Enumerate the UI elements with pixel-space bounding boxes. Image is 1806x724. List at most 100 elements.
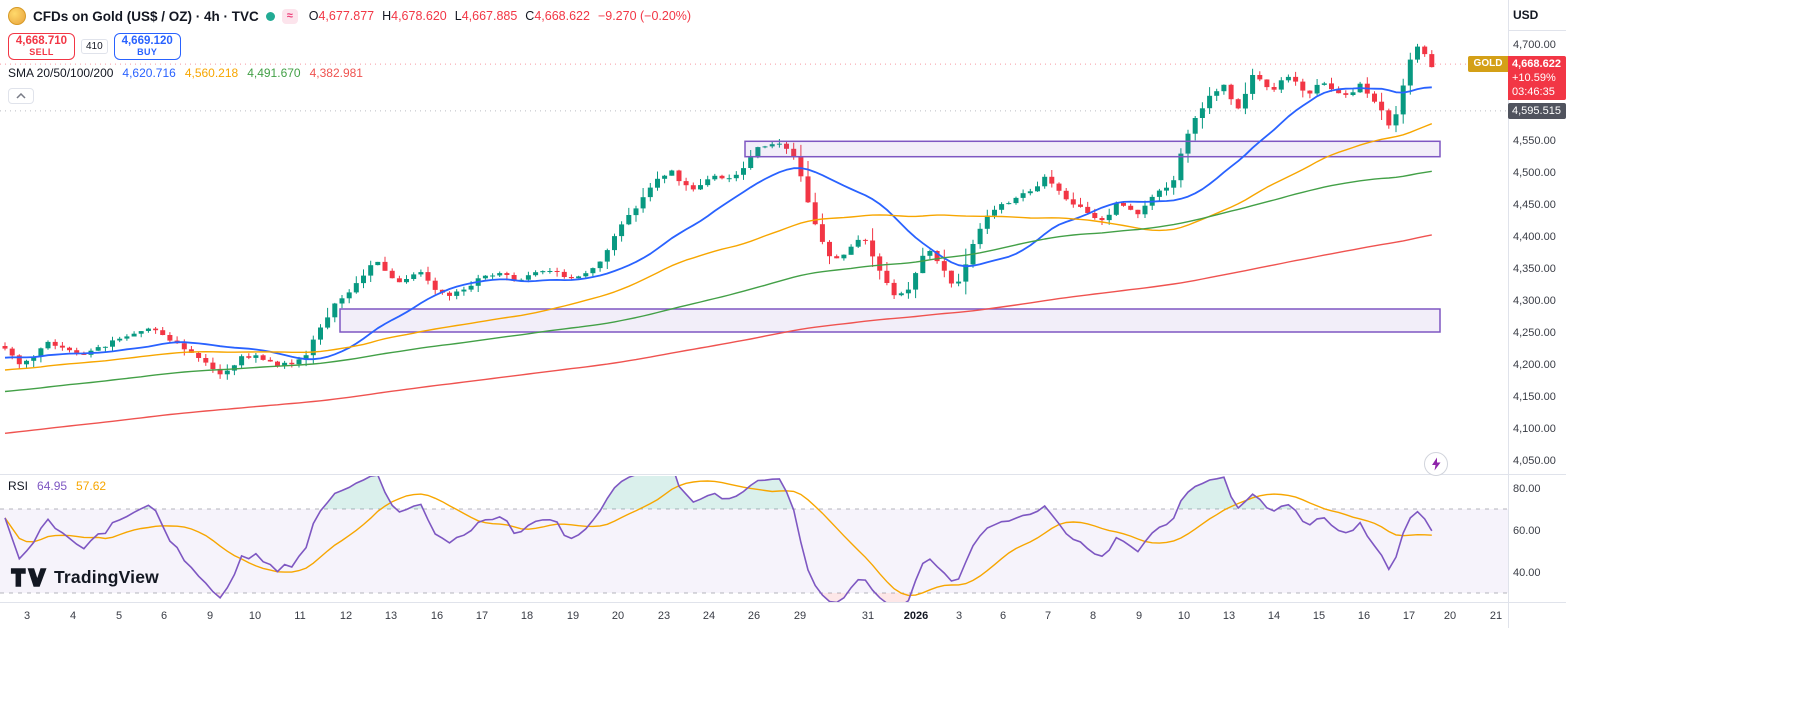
high-label: H: [382, 9, 392, 23]
time-axis-label: 18: [521, 610, 533, 622]
time-axis-label: 10: [249, 610, 261, 622]
time-axis-label: 10: [1178, 610, 1190, 622]
gold-coin-icon: [8, 7, 26, 25]
close-value: 4,668.622: [534, 9, 590, 23]
time-axis-label: 21: [1490, 610, 1502, 622]
price-tick-label: 4,700.00: [1513, 39, 1556, 51]
open-value: 4,677.877: [318, 9, 375, 23]
rsi-legend-label[interactable]: RSI: [8, 479, 29, 493]
collapse-legend-button[interactable]: [8, 88, 34, 104]
time-axis-label: 23: [658, 610, 670, 622]
sma50-value: 4,560.218: [184, 66, 239, 80]
time-axis-label: 4: [70, 610, 76, 622]
symbol-price-badge-row: GOLD 4,668.622 +10.59% 03:46:35: [1468, 56, 1566, 101]
gold-symbol-tag: GOLD: [1468, 56, 1508, 73]
time-axis-label: 19: [567, 610, 579, 622]
price-tick-label: 4,450.00: [1513, 199, 1556, 211]
bar-countdown-label: 03:46:35: [1512, 86, 1555, 99]
time-axis-label: 5: [116, 610, 122, 622]
time-axis-label: 14: [1268, 610, 1280, 622]
sell-price: 4,668.710: [15, 35, 68, 48]
time-axis-label: 12: [340, 610, 352, 622]
sma20-value: 4,620.716: [122, 66, 176, 80]
boost-button[interactable]: [1424, 452, 1448, 476]
price-tick-label: 4,050.00: [1513, 455, 1556, 467]
close-label: C: [525, 9, 535, 23]
price-tick-label: 4,250.00: [1513, 327, 1556, 339]
time-axis-label: 17: [1403, 610, 1415, 622]
time-axis-label: 6: [161, 610, 167, 622]
time-axis-label: 26: [748, 610, 760, 622]
sma200-value: 4,382.981: [309, 66, 363, 80]
time-axis-label: 20: [612, 610, 624, 622]
time-axis-label: 3: [956, 610, 962, 622]
rsi-tick-label: 40.00: [1513, 567, 1541, 579]
open-label: O: [308, 9, 319, 23]
candles-layer: [2, 43, 1435, 380]
sell-button[interactable]: 4,668.710 SELL: [8, 33, 75, 60]
time-axis-label: 13: [1223, 610, 1235, 622]
currency-label[interactable]: USD: [1513, 8, 1539, 22]
sma-lines-layer: [4, 86, 1433, 434]
last-price-label: 4,668.622: [1512, 58, 1561, 71]
time-axis-label: 11: [294, 610, 305, 622]
rsi-ma-value: 57.62: [76, 479, 107, 493]
change-percent-label: +10.59%: [1512, 72, 1556, 85]
symbol-title[interactable]: CFDs on Gold (US$ / OZ) · 4h · TVC: [33, 8, 259, 24]
zones-layer: [339, 140, 1441, 333]
spread-value: 410: [81, 39, 108, 54]
level-badge: 4,595.515: [1508, 102, 1566, 119]
tradingview-logo-text: TradingView: [54, 567, 159, 587]
buy-label: BUY: [137, 46, 158, 57]
price-tick-label: 4,150.00: [1513, 391, 1556, 403]
time-axis-label: 31: [862, 610, 874, 622]
time-axis-label: 8: [1090, 610, 1096, 622]
tradingview-logo-icon: [10, 568, 47, 587]
wave-icon: ≈: [281, 8, 298, 24]
time-axis-label: 9: [207, 610, 213, 622]
buy-button[interactable]: 4,669.120 BUY: [113, 33, 181, 60]
time-axis-label: 17: [476, 610, 488, 622]
market-status-icon: [265, 11, 275, 21]
time-axis-label: 24: [703, 610, 715, 622]
rsi-tick-label: 80.00: [1513, 483, 1541, 495]
change-value: −9.270 (−0.20%): [597, 9, 692, 23]
trade-panel: 4,668.710 SELL 410 4,669.120 BUY: [8, 33, 181, 60]
sell-label: SELL: [29, 46, 54, 57]
rsi-layer: [0, 476, 1508, 603]
time-axis-label: 16: [431, 610, 443, 622]
time-axis-label: 6: [1000, 610, 1006, 622]
ohlc-values: O4,677.877 H4,678.620 L4,667.885 C4,668.…: [309, 9, 691, 23]
high-value: 4,678.620: [391, 9, 447, 23]
time-axis-label: 7: [1045, 610, 1051, 622]
price-tick-label: 4,100.00: [1513, 423, 1556, 435]
time-axis-label: 13: [385, 610, 397, 622]
sma-legend: SMA 20/50/100/200 4,620.716 4,560.218 4,…: [8, 66, 363, 80]
time-axis-label: 2026: [904, 610, 928, 622]
low-label: L: [454, 9, 462, 23]
chevron-up-icon: [16, 93, 26, 99]
low-value: 4,667.885: [461, 9, 518, 23]
price-tick-label: 4,500.00: [1513, 167, 1556, 179]
time-axis-label: 9: [1136, 610, 1142, 622]
price-tick-label: 4,350.00: [1513, 263, 1556, 275]
price-tick-label: 4,550.00: [1513, 135, 1556, 147]
tradingview-watermark[interactable]: TradingView: [10, 567, 159, 588]
main-chart-canvas[interactable]: 4,700.004,650.004,600.004,550.004,500.00…: [0, 0, 1566, 628]
price-tick-label: 4,200.00: [1513, 359, 1556, 371]
rsi-tick-label: 60.00: [1513, 525, 1541, 537]
price-tick-label: 4,300.00: [1513, 295, 1556, 307]
chart-widget: 4,700.004,650.004,600.004,550.004,500.00…: [0, 0, 1566, 628]
lightning-icon: [1432, 457, 1441, 471]
time-axis-label: 29: [794, 610, 806, 622]
time-axis-label: 3: [24, 610, 30, 622]
rsi-value: 64.95: [37, 479, 68, 493]
sma-legend-label[interactable]: SMA 20/50/100/200: [8, 66, 114, 80]
time-axis-label: 15: [1313, 610, 1325, 622]
buy-price: 4,669.120: [121, 35, 173, 48]
rsi-legend: RSI 64.95 57.62: [8, 479, 106, 493]
price-tick-label: 4,400.00: [1513, 231, 1556, 243]
sma100-value: 4,491.670: [247, 66, 301, 80]
time-axis-label: 16: [1358, 610, 1370, 622]
symbol-header: CFDs on Gold (US$ / OZ) · 4h · TVC ≈ O4,…: [8, 6, 691, 26]
